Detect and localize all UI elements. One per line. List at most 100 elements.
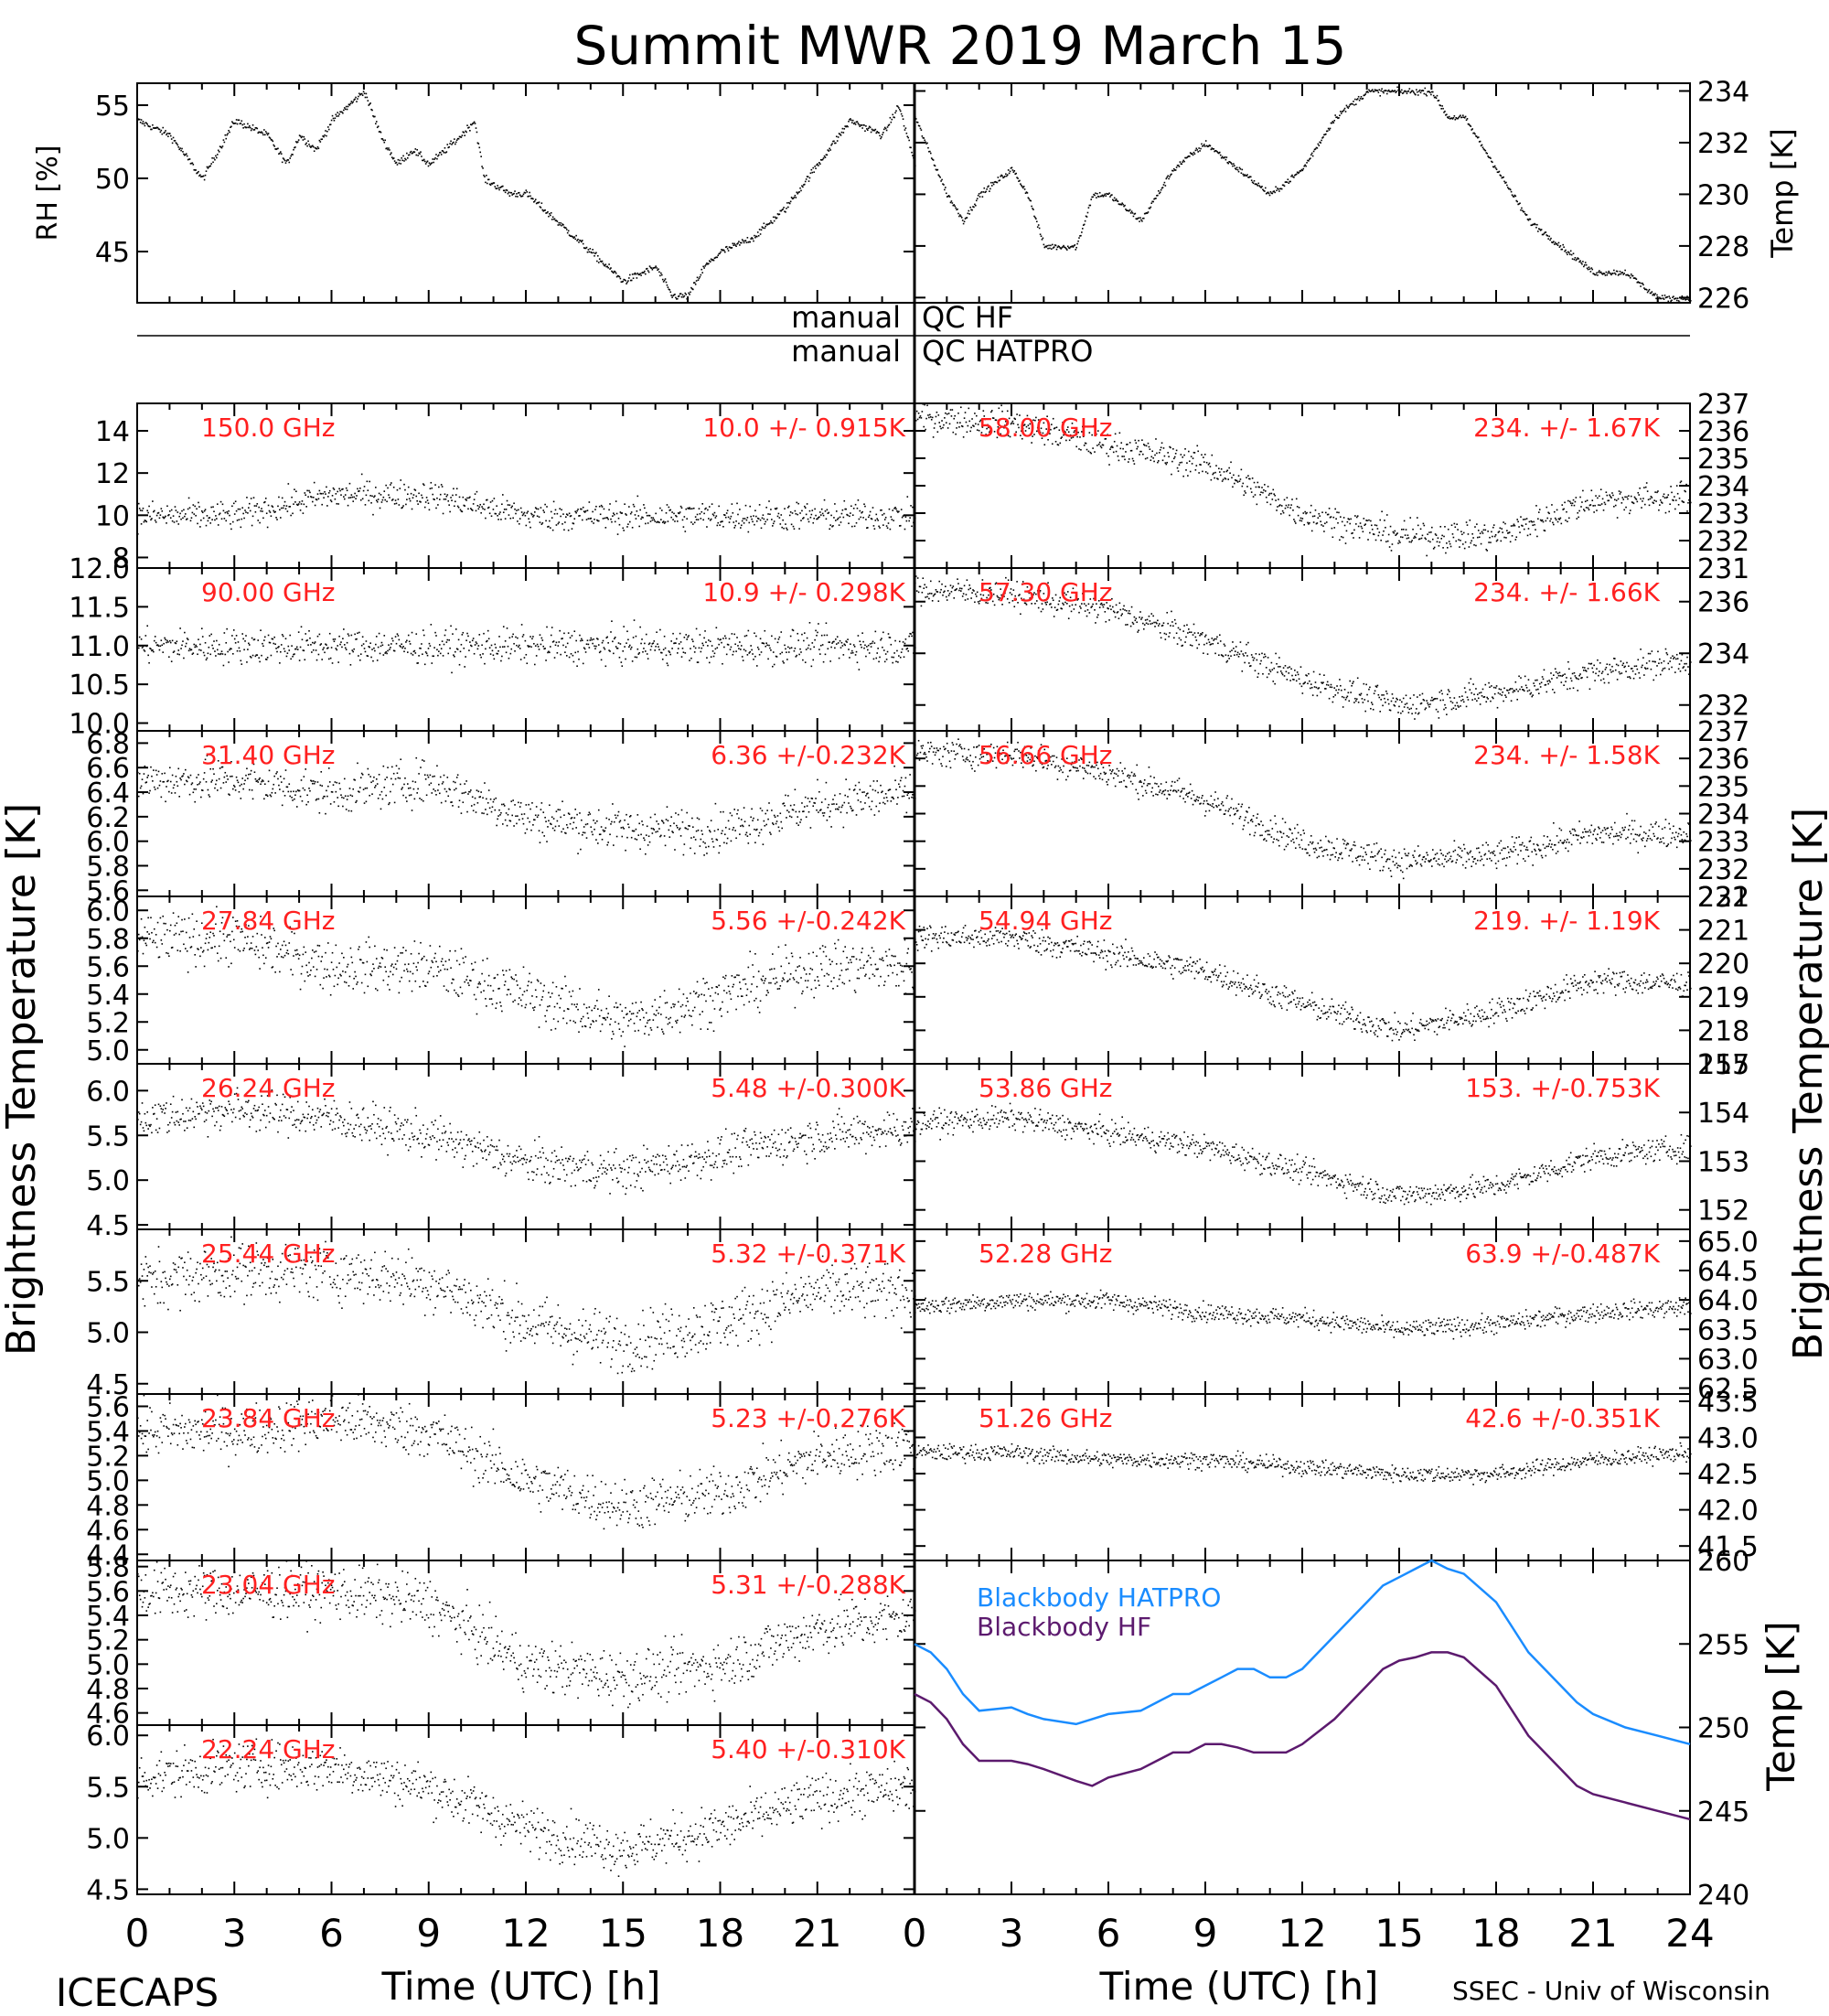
left-channel-point [568, 632, 570, 634]
left-channel-point [449, 511, 451, 513]
left-channel-point [868, 645, 870, 647]
left-channel-point [680, 641, 682, 643]
temp-point [1461, 116, 1463, 118]
temp-point [1050, 245, 1052, 247]
left-channel-point [336, 649, 337, 651]
rh-point [300, 135, 302, 137]
rh-point [327, 126, 329, 128]
left-channel-point [384, 499, 386, 501]
temp-point [1105, 193, 1107, 195]
left-channel-point [304, 650, 305, 652]
temp-point [1160, 192, 1161, 194]
left-channel-point [157, 922, 159, 924]
left-channel-point [794, 528, 796, 530]
left-channel-point [891, 516, 893, 518]
left-channel-point [399, 639, 401, 641]
temp-point [1430, 94, 1432, 96]
rh-point [688, 293, 690, 295]
left-channel-point [174, 650, 176, 652]
rh-point [910, 147, 912, 149]
left-channel-point [150, 767, 152, 768]
left-channel-point [199, 956, 201, 958]
temp-point [1114, 198, 1116, 199]
left-channel-point [541, 639, 543, 641]
left-channel-point [594, 646, 595, 648]
left-channel-point [497, 650, 499, 652]
left-channel-point [819, 511, 821, 513]
left-channel-point [508, 646, 509, 648]
left-channel-point [668, 651, 670, 653]
left-channel-point [858, 499, 860, 501]
left-channel-point [904, 529, 906, 531]
left-channel-point [365, 651, 367, 653]
left-channel-point [369, 647, 370, 649]
left-channel-point [167, 641, 169, 643]
left-channel-point [191, 517, 193, 519]
left-channel-point [775, 638, 776, 640]
left-channel-point [290, 791, 292, 793]
left-channel-point [466, 498, 468, 499]
left-channel-point [585, 510, 587, 512]
temp-point [1521, 208, 1523, 209]
rh-point [699, 278, 701, 280]
left-channel-point [750, 516, 752, 518]
left-channel-point [445, 800, 447, 802]
left-channel-point [414, 650, 416, 652]
rh-point [146, 123, 148, 125]
temp-point [1236, 166, 1238, 168]
left-channel-point [476, 491, 478, 493]
left-channel-point [383, 490, 385, 492]
left-channel-point [560, 817, 562, 819]
left-channel-point [228, 510, 230, 512]
left-channel-point [208, 949, 209, 951]
left-channel-point [517, 520, 519, 522]
left-channel-point [731, 516, 733, 518]
rh-point [859, 125, 861, 127]
left-channel-point [465, 639, 467, 641]
rh-point [214, 159, 216, 161]
left-channel-point [745, 505, 747, 507]
temp-point [1075, 249, 1076, 251]
rh-point [704, 265, 706, 267]
temp-point [1272, 193, 1274, 195]
left-channel-point [563, 633, 565, 635]
rh-point [588, 249, 590, 251]
left-channel-point [417, 662, 419, 664]
left-channel-point [900, 525, 902, 527]
left-channel-point [469, 641, 471, 643]
left-channel-point [746, 831, 748, 833]
left-channel-point [333, 784, 335, 786]
left-channel-point [847, 638, 849, 640]
left-channel-point [368, 489, 369, 491]
left-channel-point [272, 792, 273, 794]
left-channel-point [657, 643, 658, 645]
left-channel-point [869, 806, 871, 808]
left-channel-point [390, 482, 392, 484]
left-channel-point [733, 809, 735, 810]
left-channel-point [445, 629, 447, 631]
left-channel-point [716, 647, 718, 649]
left-channel-point [195, 515, 197, 517]
left-channel-point [705, 508, 707, 509]
left-channel-point [577, 651, 579, 653]
temp-point [957, 213, 959, 215]
left-channel-point [344, 644, 346, 646]
left-channel-point [673, 822, 675, 824]
left-channel-point [223, 510, 225, 512]
temp-point [1423, 90, 1425, 91]
temp-point [1394, 90, 1396, 91]
left-channel-point [402, 505, 404, 507]
left-channel-point [888, 522, 890, 524]
left-channel-point [349, 483, 351, 485]
rh-point [519, 192, 520, 194]
left-channel-point [357, 488, 358, 490]
left-channel-point [749, 833, 751, 835]
left-channel-point [383, 787, 385, 788]
left-channel-point [702, 842, 704, 843]
left-channel-point [458, 806, 460, 808]
left-channel-point [447, 795, 449, 797]
left-channel-point [822, 513, 824, 515]
left-channel-point [799, 512, 801, 514]
left-channel-point [253, 497, 255, 499]
rh-point [332, 115, 334, 117]
